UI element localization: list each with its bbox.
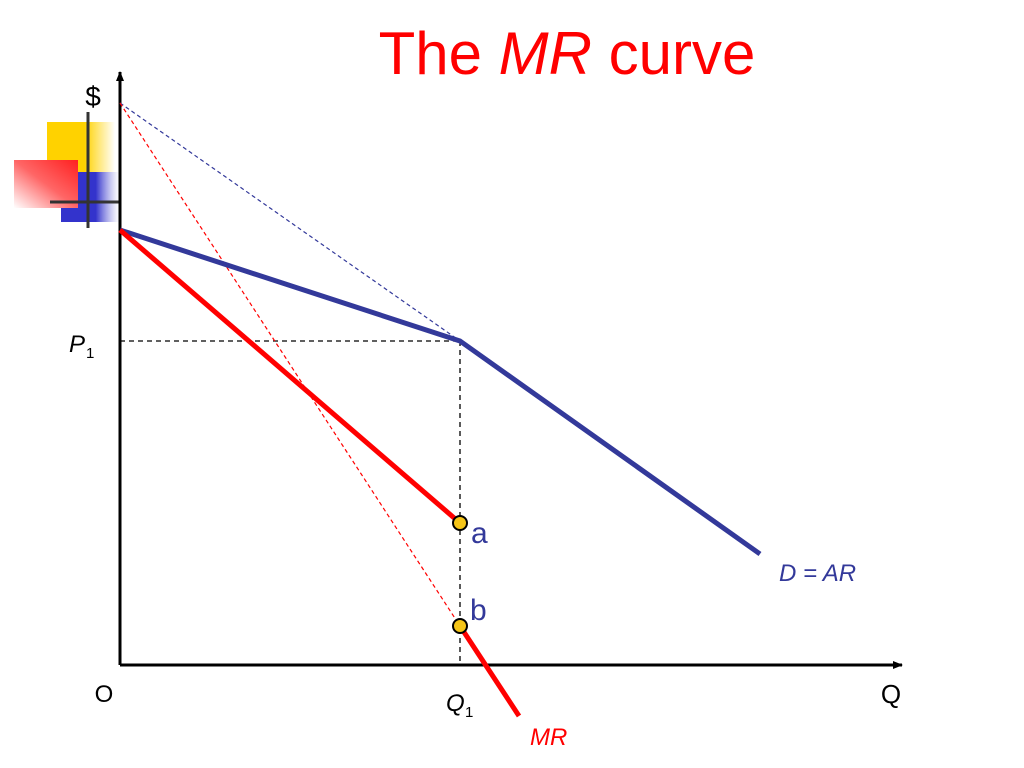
point-b [452,618,468,634]
axes [116,71,903,669]
guide-lines [119,102,461,665]
x-axis-label: Q [881,679,901,709]
q1-label: Q [446,690,465,717]
mr-curve-upper-segment [118,228,462,525]
title-suffix: curve [608,20,756,87]
y-axis-label: $ [85,81,101,112]
demand-extension-dashed [119,102,461,342]
p1-label: P [69,331,85,358]
mr-curve-lower-segment [457,624,522,718]
demand-curve-label: D = AR [779,560,856,587]
point-a-label: a [471,517,488,550]
curves [118,227,762,718]
points [452,515,468,634]
decorative-ornament [14,112,120,228]
title-prefix: The [378,20,482,87]
origin-label: O [95,681,114,708]
title-emphasis: MR [498,20,592,87]
q1-subscript: 1 [465,704,473,721]
point-a [452,515,468,531]
labels: $ Q O P 1 Q 1 a b D = AR MR [69,81,901,751]
deco-red-square [14,160,78,208]
mr-curve-label: MR [530,724,567,751]
demand-curve [119,227,762,557]
point-b-label: b [470,594,487,627]
p1-subscript: 1 [86,345,94,362]
mr-extension-dashed [119,102,461,627]
slide-title: The MR curve [0,16,1024,92]
